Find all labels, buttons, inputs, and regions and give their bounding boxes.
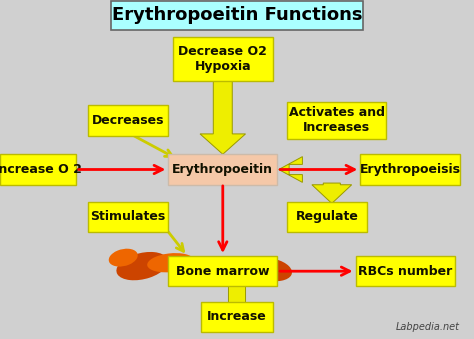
Polygon shape	[312, 183, 352, 203]
Text: Decreases: Decreases	[92, 114, 164, 127]
Text: Increase O 2: Increase O 2	[0, 163, 82, 176]
FancyBboxPatch shape	[173, 37, 273, 81]
Text: Activates and
Increases: Activates and Increases	[289, 106, 384, 134]
Polygon shape	[200, 80, 246, 154]
Text: RBCs number: RBCs number	[358, 265, 452, 278]
Polygon shape	[217, 258, 257, 303]
Text: Regulate: Regulate	[296, 211, 358, 223]
Text: Decrease O2
Hypoxia: Decrease O2 Hypoxia	[178, 45, 267, 73]
FancyBboxPatch shape	[168, 154, 277, 185]
FancyBboxPatch shape	[0, 154, 76, 185]
Text: Erythropoeisis: Erythropoeisis	[359, 163, 461, 176]
Ellipse shape	[248, 258, 292, 281]
Text: Bone marrow: Bone marrow	[176, 265, 270, 278]
Text: Labpedia.net: Labpedia.net	[396, 322, 460, 332]
Ellipse shape	[247, 264, 274, 281]
Ellipse shape	[185, 259, 223, 273]
FancyBboxPatch shape	[111, 1, 363, 30]
FancyBboxPatch shape	[88, 202, 168, 232]
Ellipse shape	[147, 253, 194, 272]
Polygon shape	[279, 157, 302, 182]
Ellipse shape	[109, 249, 138, 266]
Text: Stimulates: Stimulates	[91, 211, 165, 223]
Text: Increase: Increase	[207, 311, 267, 323]
FancyBboxPatch shape	[360, 154, 460, 185]
FancyBboxPatch shape	[88, 105, 168, 136]
FancyBboxPatch shape	[356, 256, 455, 286]
FancyBboxPatch shape	[201, 302, 273, 332]
FancyBboxPatch shape	[287, 102, 386, 139]
Text: Erythropoeitin Functions: Erythropoeitin Functions	[112, 6, 362, 24]
FancyBboxPatch shape	[168, 256, 277, 286]
Ellipse shape	[117, 252, 168, 280]
FancyBboxPatch shape	[287, 202, 367, 232]
Text: Erythropoeitin: Erythropoeitin	[172, 163, 273, 176]
